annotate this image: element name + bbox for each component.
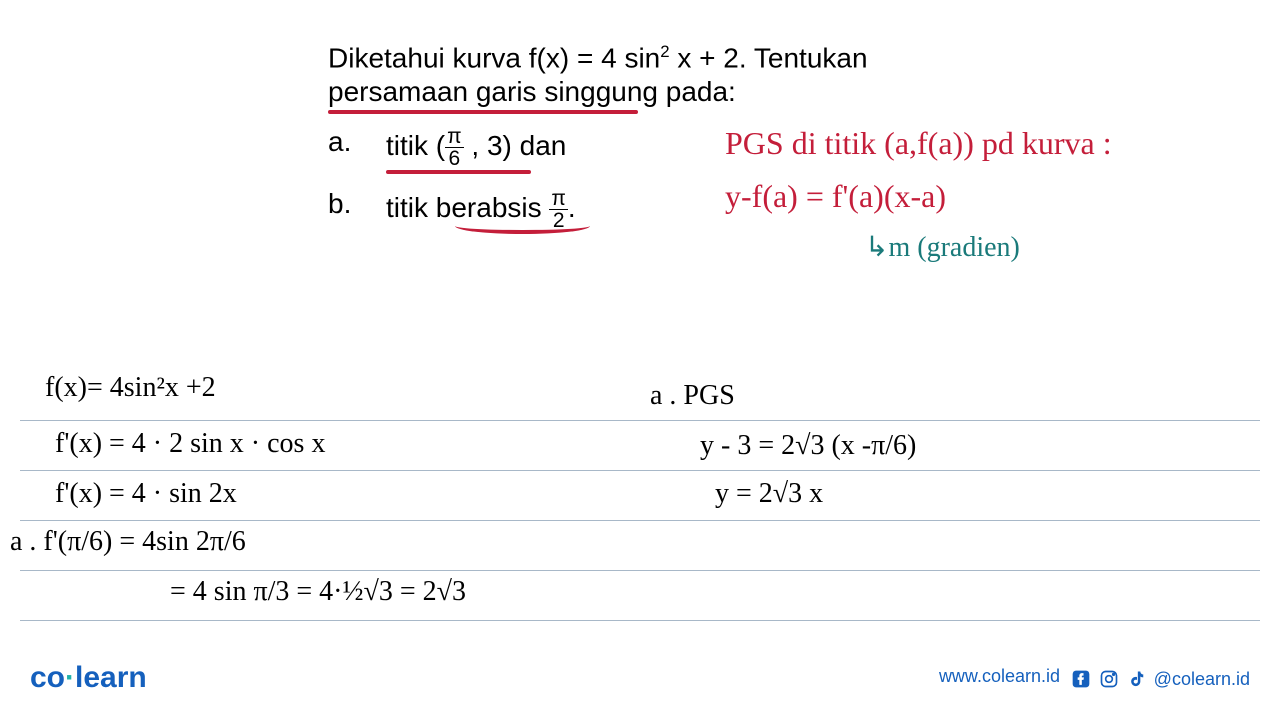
problem-item-b-prefix: b.: [328, 188, 351, 220]
website-url: www.colearn.id: [939, 666, 1060, 687]
work-right-label: a . PGS: [650, 380, 735, 412]
logo-learn: learn: [75, 661, 147, 694]
logo-co: co: [30, 661, 65, 694]
tiktok-icon: [1126, 668, 1148, 690]
underline-item-b: [455, 226, 590, 234]
annotation-gradien: ↳m (gradien): [865, 230, 1020, 264]
logo: co·learn: [30, 661, 147, 695]
problem-line-1: Diketahui kurva f(x) = 4 sin2 x + 2. Ten…: [328, 42, 868, 74]
work-eq1: f(x)= 4sin²x +2: [45, 372, 216, 404]
problem-item-a-prefix: a.: [328, 126, 351, 158]
problem-item-b: titik berabsis π2.: [386, 188, 576, 231]
underline-persamaan: [328, 110, 638, 114]
logo-dot: ·: [65, 661, 75, 694]
social-block: @colearn.id: [1070, 668, 1250, 690]
work-eq4: a . f'(π/6) = 4sin 2π/6: [10, 526, 246, 558]
annotation-pgs-line2: y-f(a) = f'(a)(x-a): [725, 178, 946, 215]
instagram-icon: [1098, 668, 1120, 690]
problem-line-2: persamaan garis singgung pada:: [328, 76, 736, 108]
work-right-eq2: y = 2√3 x: [715, 478, 823, 510]
work-eq3: f'(x) = 4 · sin 2x: [55, 478, 237, 510]
annotation-pgs-line1: PGS di titik (a,f(a)) pd kurva :: [725, 125, 1112, 162]
work-eq5: = 4 sin π/3 = 4·½√3 = 2√3: [170, 576, 466, 608]
work-right-eq1: y - 3 = 2√3 (x -π/6): [700, 430, 916, 462]
problem-item-a: titik (π6 , 3) dan: [386, 126, 566, 169]
social-handle: @colearn.id: [1154, 669, 1250, 690]
footer: co·learn www.colearn.id @colearn.id: [0, 655, 1280, 695]
work-eq2: f'(x) = 4 · 2 sin x · cos x: [55, 428, 325, 460]
underline-item-a: [386, 170, 531, 174]
facebook-icon: [1070, 668, 1092, 690]
